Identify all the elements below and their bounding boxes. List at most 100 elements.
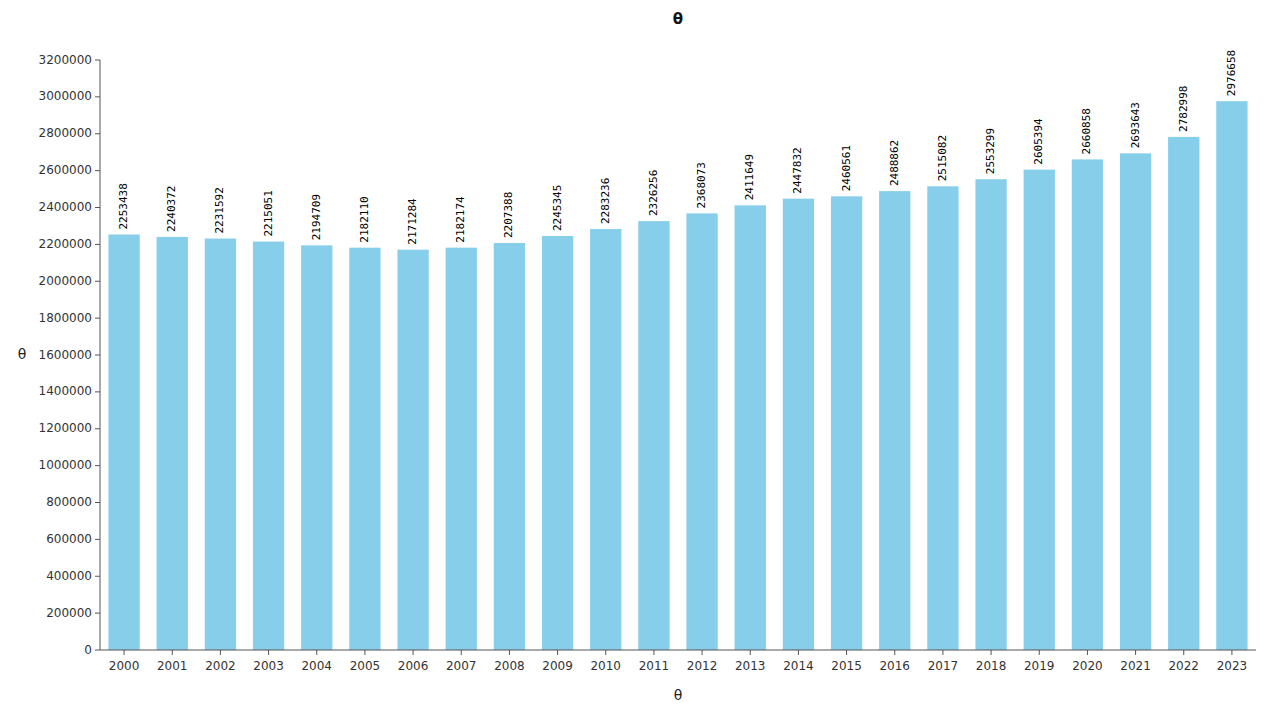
y-tick-label: 1400000: [39, 384, 92, 398]
x-axis-line: [100, 650, 1256, 651]
data-label: 2515082: [936, 135, 949, 181]
x-tick: [557, 650, 558, 655]
x-tick-label: 2002: [205, 659, 236, 673]
y-axis-label: θ: [18, 346, 27, 362]
y-tick-label: 800000: [46, 495, 92, 509]
bar: [157, 237, 188, 650]
bar: [638, 221, 669, 650]
x-tick-label: 2008: [494, 659, 525, 673]
data-label: 2240372: [165, 186, 178, 232]
x-tick-label: 2010: [590, 659, 621, 673]
data-label: 2782998: [1177, 86, 1190, 132]
data-label: 2326256: [647, 170, 660, 216]
data-label: 2283236: [599, 178, 612, 224]
x-tick: [1231, 650, 1232, 655]
bar: [590, 229, 621, 650]
y-tick-label: 600000: [46, 532, 92, 546]
x-tick: [1183, 650, 1184, 655]
chart-title: θ: [673, 10, 683, 28]
bar: [205, 239, 236, 650]
data-label: 2447832: [791, 147, 804, 193]
data-label: 2171284: [406, 198, 419, 245]
y-tick: [95, 650, 100, 651]
y-tick: [95, 391, 100, 392]
x-tick-label: 2000: [109, 659, 140, 673]
x-tick-label: 2005: [350, 659, 381, 673]
y-tick-label: 2800000: [39, 126, 92, 140]
x-tick: [509, 650, 510, 655]
data-label: 2194709: [310, 194, 323, 240]
data-label: 2231592: [213, 187, 226, 233]
data-label: 2411649: [743, 154, 756, 200]
y-tick-label: 1800000: [39, 311, 92, 325]
data-labels: 2253438 2240372 2231592 2215051 2194709 21821…: [117, 50, 1238, 245]
bar: [542, 236, 573, 650]
y-tick-label: 0: [84, 643, 92, 657]
y-axis: 0200000400000600000800000100000012000001…: [39, 53, 100, 657]
y-tick: [95, 355, 100, 356]
x-tick: [413, 650, 414, 655]
data-label: 2368073: [695, 162, 708, 208]
data-label: 2553299: [984, 128, 997, 174]
data-label: 2488862: [888, 140, 901, 186]
x-tick-label: 2022: [1168, 659, 1199, 673]
y-tick: [95, 207, 100, 208]
y-tick: [95, 133, 100, 134]
x-tick-label: 2021: [1120, 659, 1151, 673]
y-tick: [95, 281, 100, 282]
y-tick-label: 2200000: [39, 237, 92, 251]
y-tick: [95, 613, 100, 614]
y-tick: [95, 244, 100, 245]
x-tick: [1135, 650, 1136, 655]
bar: [783, 199, 814, 650]
x-tick: [1087, 650, 1088, 655]
data-label: 2207388: [502, 192, 515, 238]
y-tick: [95, 96, 100, 97]
data-label: 2182174: [454, 196, 467, 243]
x-tick-label: 2023: [1217, 659, 1248, 673]
x-tick: [991, 650, 992, 655]
x-tick-label: 2009: [542, 659, 573, 673]
bar: [1072, 159, 1103, 650]
y-tick-label: 1000000: [39, 458, 92, 472]
y-tick-label: 2600000: [39, 163, 92, 177]
x-tick-label: 2017: [928, 659, 959, 673]
x-tick: [750, 650, 751, 655]
bar: [253, 242, 284, 650]
x-tick-label: 2015: [831, 659, 862, 673]
bar: [397, 250, 428, 650]
bar: [686, 213, 717, 650]
y-tick-label: 1600000: [39, 348, 92, 362]
data-label: 2976658: [1225, 50, 1238, 96]
x-axis: 2000200120022003200420052006200720082009…: [100, 650, 1256, 673]
bar: [1024, 170, 1055, 650]
data-label: 2605394: [1032, 118, 1045, 165]
data-label: 2660858: [1080, 108, 1093, 154]
bar: [879, 191, 910, 650]
data-label: 2215051: [262, 190, 275, 236]
bar: [735, 205, 766, 650]
y-tick: [95, 60, 100, 61]
y-tick: [95, 170, 100, 171]
bar: [1168, 137, 1199, 650]
y-tick-label: 200000: [46, 606, 92, 620]
bar: [1120, 153, 1151, 650]
chart-container: 2253438 2240372 2231592 2215051 2194709 21821…: [0, 0, 1280, 720]
x-tick: [364, 650, 365, 655]
bars: [108, 101, 1247, 650]
y-tick: [95, 318, 100, 319]
x-tick: [461, 650, 462, 655]
x-tick-label: 2014: [783, 659, 814, 673]
data-label: 2253438: [117, 183, 130, 229]
data-label: 2693643: [1129, 102, 1142, 148]
y-tick-label: 3200000: [39, 53, 92, 67]
bar: [108, 235, 139, 650]
x-tick: [220, 650, 221, 655]
x-tick-label: 2018: [976, 659, 1007, 673]
x-tick-label: 2011: [639, 659, 670, 673]
x-tick-label: 2004: [301, 659, 332, 673]
y-tick-label: 1200000: [39, 421, 92, 435]
y-tick: [95, 428, 100, 429]
chart-svg: 2253438 2240372 2231592 2215051 2194709 21821…: [0, 0, 1280, 720]
x-tick: [942, 650, 943, 655]
